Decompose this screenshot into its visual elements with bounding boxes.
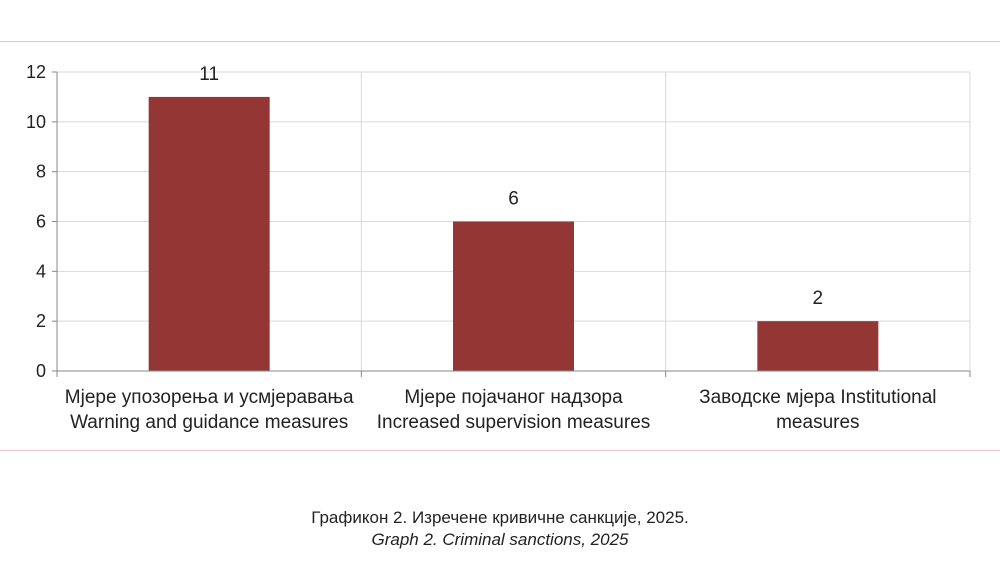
bars	[148, 96, 879, 372]
y-tick-label: 6	[36, 212, 46, 232]
y-tick-label: 4	[36, 261, 46, 281]
x-category-label: Мјере упозорења и усмјеравања Warning and…	[59, 385, 359, 435]
bar	[757, 321, 879, 371]
x-category-label: Заводске мјера Institutional measures	[668, 385, 968, 435]
data-label: 11	[199, 64, 219, 85]
y-tick-label: 10	[26, 112, 46, 132]
data-label: 6	[508, 189, 519, 210]
labels: 0 2 4 6 8 10 12 11 6 2	[26, 62, 823, 381]
data-label: 2	[813, 288, 824, 309]
y-tick-label: 0	[36, 361, 46, 381]
x-category-label-line: Increased supervision measures	[376, 412, 651, 433]
x-category-label-line: measures	[776, 412, 860, 433]
bar	[148, 96, 270, 372]
x-category-label-line: Мјере појачаног надзора	[404, 387, 623, 408]
bar	[453, 221, 574, 371]
chart-frame	[0, 41, 1000, 451]
x-category-label: Мјере појачаног надзора Increased supervi…	[364, 385, 664, 435]
x-category-label-line: Мјере упозорења и усмјеравања	[64, 387, 354, 408]
x-category-label-line: Warning and guidance measures	[70, 412, 349, 433]
axes	[52, 71, 971, 377]
y-tick-label: 2	[36, 311, 46, 331]
x-category-label-line: Заводске мјера Institutional	[699, 387, 937, 408]
y-tick-label: 8	[36, 162, 46, 182]
caption-serbian: Графикон 2. Изречене кривичне санкције, …	[311, 508, 689, 527]
caption-english: Graph 2. Criminal sanctions, 2025	[371, 530, 629, 549]
y-tick-label: 12	[26, 62, 46, 82]
